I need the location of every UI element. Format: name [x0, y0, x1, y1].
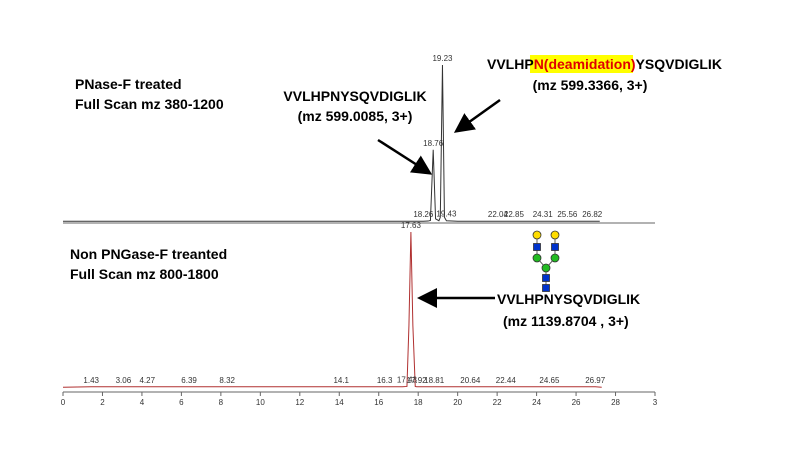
- x-tick-label: 18: [414, 398, 423, 407]
- x-tick-label: 3: [653, 398, 658, 407]
- peak-label: 19.43: [436, 210, 457, 219]
- trace: [63, 64, 600, 222]
- peak-label: 18.76: [423, 139, 444, 148]
- peak-label: 26.97: [585, 376, 606, 385]
- label-part: VVLHP: [487, 56, 534, 72]
- panel-label: Full Scan mz 800-1800: [70, 266, 219, 282]
- peak-label: 8.32: [219, 376, 235, 385]
- peak-label: 22.04: [488, 210, 509, 219]
- glycan-icon: [532, 230, 560, 292]
- peak-label: 17.43: [397, 375, 418, 384]
- label-part: YSQVDIGLIK: [636, 56, 722, 72]
- x-tick-label: 8: [219, 398, 224, 407]
- x-tick-label: 4: [140, 398, 145, 407]
- x-tick-label: 12: [295, 398, 304, 407]
- peak-label: 22.44: [496, 376, 517, 385]
- peak-label: 4.27: [139, 376, 155, 385]
- peak-label: 22.85: [504, 210, 525, 219]
- peptide-label: VVLHPNYSQVDIGLIK: [497, 291, 640, 307]
- peak-label: 20.64: [460, 376, 481, 385]
- peak-label: 19.23: [432, 54, 453, 63]
- x-tick-label: 24: [532, 398, 541, 407]
- peak-label: 24.65: [539, 376, 560, 385]
- peak-label: 16.3: [377, 376, 393, 385]
- arrow: [377, 138, 433, 175]
- peak-label: 18.81: [424, 376, 445, 385]
- peak-label: 6.39: [181, 376, 197, 385]
- peak-label: 3.06: [116, 376, 132, 385]
- peak-label: 26.82: [582, 210, 603, 219]
- x-tick-label: 14: [335, 398, 344, 407]
- peptide-label: VVLHPNYSQVDIGLIK: [283, 88, 426, 104]
- x-tick-label: 2: [100, 398, 105, 407]
- peak-label: 1.43: [83, 376, 99, 385]
- peak-label: 14.1: [333, 376, 349, 385]
- panel-label: Non PNGase-F treanted: [70, 246, 227, 262]
- peak-label: 17.92: [407, 376, 428, 385]
- x-tick-label: 0: [61, 398, 66, 407]
- peak-label: 24.31: [533, 210, 554, 219]
- panel-label: Full Scan mz 380-1200: [75, 96, 224, 112]
- x-tick-label: 20: [453, 398, 462, 407]
- panel-label: PNase-F treated: [75, 76, 182, 92]
- peak-label: 17.63: [401, 221, 422, 230]
- trace: [62, 231, 602, 388]
- peptide-label: VVLHPN(deamidation)YSQVDIGLIK: [487, 56, 722, 72]
- highlight: [530, 55, 633, 73]
- peptide-mz: (mz 1139.8704 , 3+): [503, 313, 629, 329]
- x-tick-label: 16: [374, 398, 383, 407]
- label-part: N(deamidation): [534, 56, 636, 72]
- peptide-mz: (mz 599.3366, 3+): [533, 77, 648, 93]
- peak-label: 25.56: [557, 210, 578, 219]
- peptide-mz: (mz 599.0085, 3+): [298, 108, 413, 124]
- peak-label: 18.26: [413, 210, 434, 219]
- x-tick-label: 28: [611, 398, 620, 407]
- x-tick-label: 10: [256, 398, 265, 407]
- arrow: [453, 98, 501, 133]
- x-tick-label: 26: [572, 398, 581, 407]
- x-tick-label: 6: [179, 398, 184, 407]
- x-tick-label: 22: [493, 398, 502, 407]
